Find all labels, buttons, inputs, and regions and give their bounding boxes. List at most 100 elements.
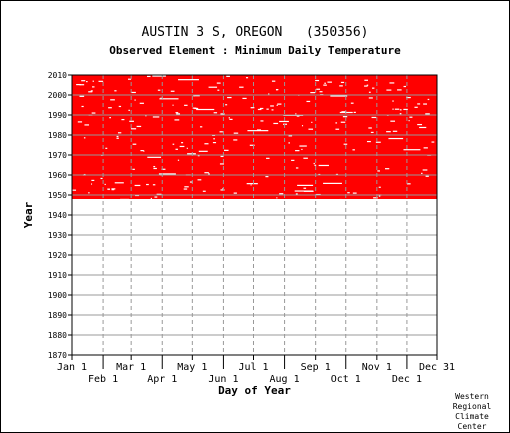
missing-data-gap	[130, 128, 137, 130]
missing-data-gap	[98, 80, 104, 82]
missing-data-gap	[406, 96, 411, 99]
missing-data-gap	[79, 95, 85, 97]
missing-data-gap	[422, 169, 428, 171]
missing-data-gap	[242, 97, 247, 100]
missing-data-gap	[419, 126, 427, 129]
missing-data-gap	[301, 148, 303, 151]
missing-data-gap	[107, 188, 110, 190]
missing-data-gap	[366, 140, 371, 143]
missing-data-gap	[224, 149, 229, 151]
missing-data-gap	[150, 197, 152, 200]
missing-data-gap	[134, 99, 136, 101]
credit-line: Western	[455, 392, 489, 401]
missing-data-gap	[88, 192, 90, 194]
missing-data-gap	[270, 105, 274, 107]
missing-data-gap	[316, 88, 321, 90]
x-axis-label: Day of Year	[218, 384, 291, 397]
missing-data-gap	[257, 108, 262, 111]
missing-data-gap	[247, 130, 269, 132]
missing-data-gap	[202, 190, 206, 192]
missing-data-gap	[364, 85, 368, 87]
missing-data-gap	[314, 164, 317, 166]
missing-data-gap	[303, 187, 307, 189]
y-tick-label: 1970	[48, 151, 67, 160]
missing-data-gap	[229, 118, 233, 121]
x-tick-label: May 1	[177, 362, 207, 373]
missing-data-gap	[111, 188, 116, 190]
missing-data-gap	[179, 145, 185, 148]
missing-data-gap	[295, 193, 298, 195]
missing-data-gap	[175, 148, 178, 150]
missing-data-gap	[109, 117, 111, 119]
missing-data-gap	[129, 120, 134, 122]
missing-data-gap	[399, 113, 402, 115]
missing-data-gap	[306, 100, 311, 103]
missing-data-gap	[288, 135, 293, 137]
missing-data-gap	[225, 104, 228, 106]
missing-data-gap	[233, 132, 239, 134]
missing-data-gap	[276, 104, 278, 106]
missing-data-gap	[295, 150, 300, 152]
missing-data-gap	[187, 153, 196, 155]
missing-data-gap	[403, 149, 421, 151]
missing-data-gap	[175, 112, 179, 114]
missing-data-gap	[319, 91, 323, 93]
y-tick-label: 1930	[48, 231, 67, 240]
missing-data-gap	[315, 79, 320, 82]
missing-data-gap	[299, 145, 304, 147]
missing-data-gap	[330, 95, 348, 97]
missing-data-gap	[184, 186, 189, 188]
missing-data-gap	[184, 104, 188, 106]
missing-data-gap	[276, 197, 278, 199]
missing-data-gap	[340, 81, 345, 84]
missing-data-gap	[176, 113, 181, 115]
missing-data-gap	[386, 89, 392, 91]
missing-data-gap	[172, 104, 174, 106]
missing-data-gap	[174, 119, 180, 121]
data-coverage-block	[72, 75, 437, 199]
missing-data-gap	[178, 79, 199, 81]
missing-data-gap	[409, 116, 413, 118]
missing-data-gap	[371, 116, 377, 119]
missing-data-gap	[111, 189, 115, 191]
missing-data-gap	[368, 97, 373, 99]
missing-data-gap	[147, 156, 162, 158]
missing-data-gap	[228, 117, 230, 119]
x-tick-label: Dec 31	[419, 362, 455, 373]
missing-data-gap	[157, 89, 161, 91]
missing-data-gap	[212, 141, 217, 144]
missing-data-gap	[408, 120, 410, 122]
missing-data-gap	[310, 92, 316, 94]
missing-data-gap	[156, 193, 162, 195]
missing-data-gap	[233, 192, 237, 194]
y-tick-label: 1940	[48, 211, 67, 220]
missing-data-gap	[303, 157, 308, 159]
missing-data-gap	[417, 103, 421, 105]
missing-data-gap	[392, 130, 398, 132]
missing-data-gap	[403, 85, 407, 88]
missing-data-gap	[108, 107, 112, 109]
missing-data-gap	[194, 95, 200, 97]
missing-data-gap	[389, 82, 395, 84]
missing-data-gap	[392, 108, 394, 110]
missing-data-gap	[81, 80, 86, 82]
y-tick-label: 1890	[48, 311, 67, 320]
missing-data-gap	[84, 124, 90, 126]
missing-data-gap	[335, 122, 338, 124]
y-tick-label: 1950	[48, 191, 67, 200]
missing-data-gap	[277, 103, 282, 105]
missing-data-gap	[342, 116, 348, 118]
missing-data-gap	[177, 159, 180, 161]
missing-data-gap	[370, 131, 374, 134]
missing-data-gap	[92, 80, 94, 82]
y-tick-label: 1920	[48, 251, 67, 260]
missing-data-gap	[217, 89, 220, 91]
missing-data-gap	[431, 141, 435, 143]
missing-data-gap	[181, 142, 184, 144]
missing-data-gap	[318, 164, 329, 167]
missing-data-gap	[76, 83, 81, 86]
missing-data-gap	[183, 188, 188, 190]
missing-data-gap	[208, 86, 218, 88]
x-tick-label: Jun 1	[208, 374, 238, 385]
